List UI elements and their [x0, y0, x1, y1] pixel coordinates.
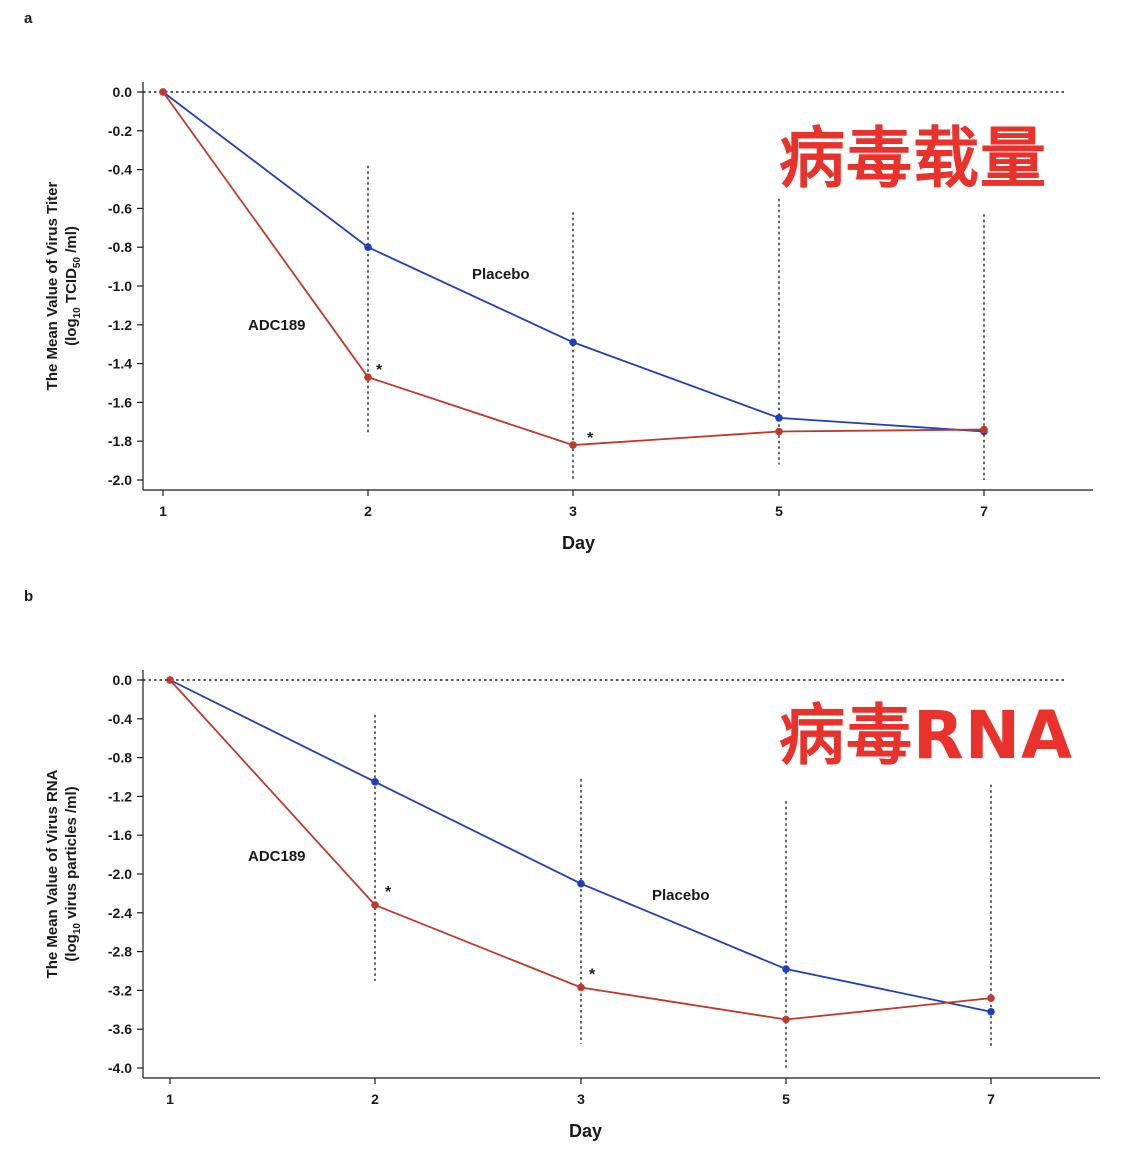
data-point-placebo [782, 965, 790, 973]
data-point-adc189 [166, 676, 174, 684]
x-tick-label: 5 [775, 503, 783, 519]
y-tick-label: -2.0 [108, 866, 132, 882]
data-point-adc189 [987, 994, 995, 1002]
y-tick-label: -0.2 [108, 123, 132, 139]
panel-letter-a: a [24, 10, 33, 27]
y-axis-title-text: TCID [63, 268, 80, 307]
y-axis-title: The Mean Value of Virus Titer (log10 TCID… [44, 182, 83, 391]
y-axis-title-line1: The Mean Value of Virus Titer [44, 182, 61, 391]
y-tick-label: -1.2 [108, 317, 132, 333]
data-point-adc189 [364, 373, 372, 381]
y-tick-label: -4.0 [108, 1060, 132, 1076]
data-point-placebo [577, 879, 585, 888]
y-axis-title-subscript: 10 [72, 307, 83, 319]
data-point-adc189 [577, 983, 585, 992]
x-tick-label: 3 [569, 503, 577, 519]
significance-star: * [385, 884, 392, 901]
x-tick-label: 2 [364, 503, 372, 519]
y-tick-label: -0.8 [108, 239, 132, 255]
y-tick-label: -0.4 [108, 162, 132, 178]
y-tick-label: -1.2 [108, 788, 132, 804]
data-point-placebo [371, 778, 379, 786]
y-axis-title: The Mean Value of Virus RNA (log10 virus … [44, 769, 83, 978]
series-label-adc189: ADC189 [248, 317, 306, 334]
series-label-placebo: Placebo [652, 887, 710, 904]
data-point-adc189 [159, 88, 167, 96]
y-axis-title-subscript: 10 [72, 923, 83, 935]
y-axis-title-line1: The Mean Value of Virus RNA [44, 769, 61, 978]
data-point-placebo [775, 414, 783, 422]
significance-star: * [376, 362, 383, 379]
data-point-placebo [364, 243, 372, 251]
x-tick-label: 1 [166, 1091, 174, 1107]
y-tick-label: -3.2 [108, 982, 132, 998]
y-tick-label: -1.0 [108, 278, 132, 294]
y-axis-title-text: (log [63, 318, 80, 346]
y-tick-label: -0.8 [108, 750, 132, 766]
y-axis-title-text: (log [63, 934, 80, 962]
y-tick-label: -1.8 [108, 433, 132, 449]
data-point-adc189 [980, 425, 988, 434]
x-tick-label: 7 [987, 1091, 995, 1107]
y-axis-title-line2: (log10 virus particles /ml) [63, 786, 83, 961]
series-label-adc189: ADC189 [248, 848, 306, 865]
significance-star: * [589, 966, 596, 983]
y-tick-label: -1.6 [108, 827, 132, 843]
chart-virus-titer: 0.0 -0.2 -0.4 -0.6 -0.8 -1.0 -1.2 -1.4 -1.6 -1.8 -… [44, 82, 1093, 553]
y-tick-label: -2.4 [108, 905, 132, 921]
x-tick-label: 2 [371, 1091, 379, 1107]
panel-letter-b: b [24, 588, 34, 605]
x-axis-title: Day [569, 1121, 602, 1141]
data-point-adc189 [371, 901, 379, 909]
x-tick-label: 3 [577, 1091, 585, 1107]
x-tick-label: 5 [782, 1091, 790, 1107]
y-tick-label: -3.6 [108, 1021, 132, 1037]
x-tick-label: 1 [159, 503, 167, 519]
y-tick-label: -1.4 [108, 356, 132, 372]
y-tick-label: -0.6 [108, 200, 132, 216]
y-tick-label: 0.0 [113, 672, 133, 688]
data-point-adc189 [782, 1015, 790, 1024]
data-point-placebo [987, 1007, 995, 1016]
overlay-caption: 病毒载量 [779, 120, 1047, 197]
data-point-placebo [569, 338, 577, 347]
y-tick-label: -2.8 [108, 944, 132, 960]
y-tick-label: -0.4 [108, 711, 132, 727]
y-axis-title-text: virus particles /ml) [63, 786, 80, 923]
x-tick-label: 7 [980, 503, 988, 519]
series-label-placebo: Placebo [472, 266, 530, 283]
y-axis-title-text: /ml) [63, 226, 80, 257]
y-tick-label: 0.0 [113, 84, 133, 100]
y-tick-label: -2.0 [108, 472, 132, 488]
y-axis-title-subscript: 50 [72, 257, 83, 269]
y-axis-title-line2: (log10 TCID50 /ml) [63, 226, 83, 346]
y-tick-label: -1.6 [108, 394, 132, 410]
data-point-adc189 [775, 427, 783, 436]
data-point-adc189 [569, 441, 577, 449]
overlay-caption: 病毒RNA [779, 697, 1073, 774]
x-axis-title: Day [562, 533, 595, 553]
chart-virus-rna: 0.0 -0.4 -0.8 -1.2 -1.6 -2.0 -2.4 -2.8 -3.2 -3.6 -… [44, 670, 1100, 1141]
significance-star: * [587, 430, 594, 447]
